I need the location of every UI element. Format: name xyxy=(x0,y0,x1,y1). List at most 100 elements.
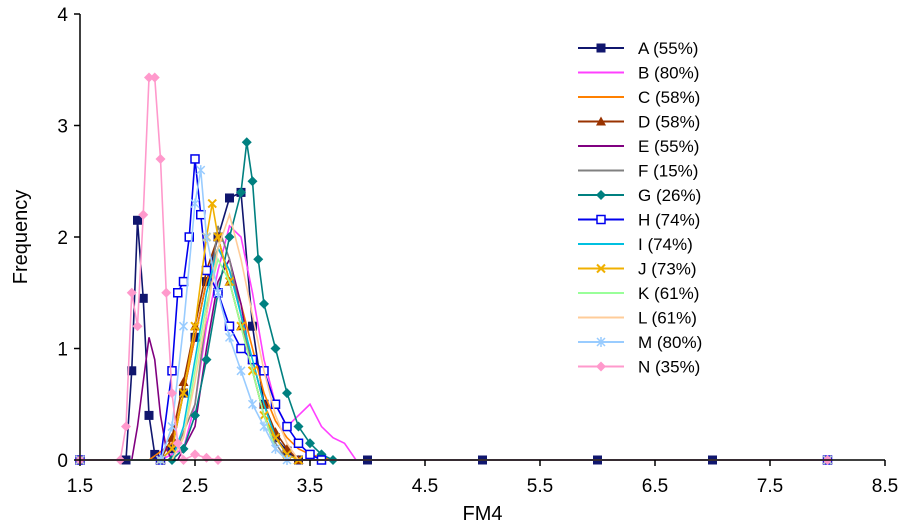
x-tick-label: 7.5 xyxy=(757,476,783,497)
legend-item: D (58%) xyxy=(578,113,700,132)
data-point xyxy=(190,449,200,460)
data-point xyxy=(178,276,189,287)
x-tick-label: 8.5 xyxy=(872,476,898,497)
data-point xyxy=(236,343,246,354)
data-point xyxy=(270,399,281,409)
legend-label: F (15%) xyxy=(638,162,698,181)
series-line xyxy=(80,257,828,461)
x-tick-label: 2.5 xyxy=(182,476,208,497)
x-tick-label: 1.5 xyxy=(67,476,93,497)
legend-item: L (61%) xyxy=(578,309,697,328)
data-point xyxy=(196,165,206,176)
x-tick-label: 4.5 xyxy=(412,476,438,497)
legend-marker xyxy=(596,116,606,126)
data-point xyxy=(190,321,200,331)
legend-item: M (80%) xyxy=(578,333,702,352)
data-point xyxy=(236,365,246,376)
data-point xyxy=(138,209,149,220)
x-tick-label: 3.5 xyxy=(297,476,323,497)
legend-marker xyxy=(596,361,606,372)
series-c xyxy=(80,246,828,461)
y-tick-label: 4 xyxy=(57,5,68,26)
y-tick-label: 3 xyxy=(57,117,68,138)
data-point xyxy=(121,421,131,432)
plot-area xyxy=(75,72,833,465)
data-point xyxy=(161,287,172,298)
legend-label: H (74%) xyxy=(638,211,700,230)
data-point xyxy=(293,421,304,432)
data-point xyxy=(144,410,154,420)
data-point xyxy=(167,388,177,399)
series-l xyxy=(80,211,828,461)
legend-marker xyxy=(596,337,606,347)
data-point xyxy=(167,366,177,376)
data-point xyxy=(184,232,194,242)
legend-item: B (80%) xyxy=(578,64,699,83)
data-point xyxy=(225,193,234,203)
legend-item: F (15%) xyxy=(578,162,698,181)
data-point xyxy=(293,438,304,449)
axes: 0 1 2 3 4 1.5 2.5 3.5 4.5 5.5 6.5 7.5 8.5 xyxy=(57,5,898,497)
data-point xyxy=(138,293,148,303)
y-tick-label: 2 xyxy=(57,228,68,249)
data-point xyxy=(259,298,269,309)
data-point xyxy=(190,154,200,164)
data-point xyxy=(282,388,292,399)
legend-item: K (61%) xyxy=(578,284,699,303)
legend-marker xyxy=(596,214,606,225)
data-point xyxy=(236,187,246,198)
data-point xyxy=(270,443,281,454)
legend-item: N (35%) xyxy=(578,358,700,377)
data-point xyxy=(247,176,258,187)
legend-label: C (58%) xyxy=(638,88,700,107)
data-point xyxy=(201,265,212,276)
series-line xyxy=(80,257,828,461)
legend-label: L (61%) xyxy=(638,309,697,328)
data-point xyxy=(241,137,252,148)
series-line xyxy=(80,246,828,461)
data-point xyxy=(178,321,189,332)
data-point xyxy=(178,388,189,398)
data-point xyxy=(173,288,183,298)
data-point xyxy=(126,287,137,298)
data-point xyxy=(224,232,235,242)
data-point xyxy=(167,444,177,454)
data-point xyxy=(305,449,315,460)
data-point xyxy=(178,376,189,386)
legend-item: G (26%) xyxy=(578,186,701,205)
legend-label: A (55%) xyxy=(638,39,698,58)
legend-label: E (55%) xyxy=(638,137,699,156)
series-k xyxy=(80,257,828,461)
legend-item: H (74%) xyxy=(578,211,700,230)
data-point xyxy=(132,321,143,332)
legend-label: K (61%) xyxy=(638,284,699,303)
legend-marker xyxy=(596,190,606,200)
series-line xyxy=(80,203,828,461)
series-e xyxy=(80,257,828,461)
y-axis-title: Frequency xyxy=(10,190,32,285)
legend-item: E (55%) xyxy=(578,137,699,156)
data-point xyxy=(270,343,281,354)
data-point xyxy=(224,321,235,331)
legend: A (55%) B (80%) C (58%) D (58%) E (55%) F (15… xyxy=(578,39,702,377)
data-point xyxy=(201,452,212,463)
legend-label: B (80%) xyxy=(638,64,699,83)
series-line xyxy=(80,211,828,461)
legend-item: A (55%) xyxy=(578,39,698,58)
y-tick-label: 1 xyxy=(57,340,68,361)
legend-item: J (73%) xyxy=(578,260,697,279)
data-point xyxy=(305,438,315,449)
data-point xyxy=(133,215,142,225)
data-point xyxy=(190,198,200,209)
data-point xyxy=(201,354,212,365)
data-point xyxy=(253,254,264,265)
series-n xyxy=(75,72,833,465)
data-point xyxy=(247,399,258,410)
data-point xyxy=(259,421,269,432)
series-line xyxy=(80,76,828,462)
x-tick-label: 6.5 xyxy=(642,476,668,497)
legend-label: G (26%) xyxy=(638,186,701,205)
data-point xyxy=(282,421,292,432)
legend-label: M (80%) xyxy=(638,333,702,352)
y-tick-label: 0 xyxy=(57,451,68,472)
